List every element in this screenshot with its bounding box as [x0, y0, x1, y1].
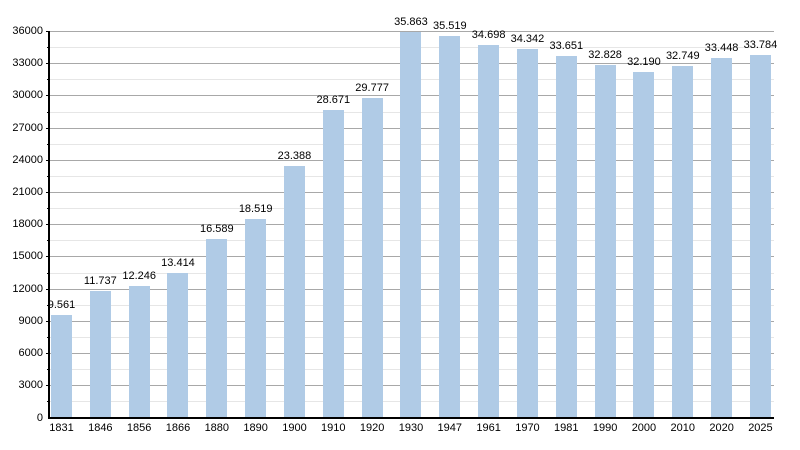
- bar-value-label: 34.342: [510, 32, 545, 45]
- y-axis-major-tick: [45, 159, 50, 161]
- bar: [245, 218, 267, 418]
- x-axis-label: 1910: [321, 422, 346, 434]
- y-axis-label: 15000: [12, 250, 43, 263]
- bar: [283, 166, 305, 418]
- y-axis-major-tick: [45, 31, 50, 32]
- y-axis-major-tick: [45, 192, 50, 194]
- y-axis-major-tick: [45, 224, 50, 226]
- x-axis-label: 1930: [398, 422, 424, 434]
- bar: [206, 239, 228, 418]
- y-axis-label: 27000: [12, 121, 43, 134]
- bar-value-label: 23.388: [277, 150, 312, 163]
- y-axis-major-tick: [45, 385, 50, 387]
- y-axis-major-tick: [45, 63, 50, 65]
- y-axis-label: 9000: [18, 314, 43, 327]
- bar-value-label: 29.777: [355, 81, 389, 94]
- y-axis-line: [48, 31, 50, 419]
- x-axis-label: 1890: [243, 422, 268, 434]
- bar-value-label: 32.828: [588, 49, 622, 62]
- x-axis-label: 1856: [126, 422, 152, 434]
- y-axis-major-tick: [45, 288, 50, 290]
- bar: [51, 314, 72, 418]
- bar-value-label: 16.589: [199, 223, 234, 236]
- bar: [439, 36, 461, 418]
- bar-value-label: 18.519: [238, 202, 273, 215]
- y-axis-label: 6000: [18, 347, 43, 360]
- x-axis-label: 2000: [631, 422, 657, 434]
- x-axis-label: 1970: [515, 422, 540, 434]
- bar: [361, 97, 383, 418]
- bar: [516, 48, 538, 418]
- y-axis-label: 18000: [12, 218, 43, 231]
- y-axis-major-tick: [45, 127, 50, 129]
- bar-value-label: 33.651: [549, 40, 584, 53]
- bar: [400, 32, 422, 418]
- bar: [711, 58, 733, 418]
- bar-value-label: 32.190: [627, 55, 661, 68]
- bar-value-label: 9.561: [47, 298, 76, 311]
- bar-value-label: 33.448: [704, 42, 739, 55]
- bar: [322, 109, 344, 418]
- x-axis-label: 2010: [670, 422, 695, 434]
- bar-value-label: 35.863: [394, 16, 428, 29]
- y-axis-label: 12000: [12, 282, 43, 295]
- y-axis-label: 3000: [18, 379, 43, 392]
- x-axis-label: 2025: [748, 422, 773, 434]
- bar: [749, 54, 771, 418]
- x-axis-label: 1947: [437, 422, 463, 434]
- y-axis-label: 30000: [12, 89, 43, 102]
- bar-value-label: 13.414: [161, 257, 195, 270]
- bar-value-label: 34.698: [471, 28, 506, 41]
- y-axis-major-tick: [45, 353, 50, 355]
- bar-value-label: 12.246: [122, 270, 156, 283]
- bar-value-label: 35.519: [432, 20, 467, 33]
- y-axis-label: 24000: [12, 153, 43, 166]
- bar: [167, 273, 189, 418]
- bar: [555, 56, 577, 418]
- x-axis-label: 1990: [592, 422, 618, 434]
- bar: [594, 65, 616, 418]
- bar-value-label: 32.749: [665, 49, 700, 62]
- x-axis-label: 1900: [282, 422, 307, 434]
- x-axis-label: 1866: [165, 422, 191, 434]
- y-axis-label: 21000: [12, 186, 43, 199]
- x-axis-label: 1831: [49, 422, 74, 434]
- bar: [633, 71, 655, 418]
- x-axis-label: 1880: [204, 422, 230, 434]
- x-axis-line: [48, 416, 774, 419]
- x-axis-label: 1846: [88, 422, 113, 434]
- y-axis-major-tick: [45, 256, 50, 258]
- bar: [672, 65, 694, 418]
- bar-value-label: 28.671: [316, 93, 351, 106]
- x-axis-label: 1981: [554, 422, 579, 434]
- bar: [478, 44, 500, 418]
- y-axis-label: 36000: [12, 25, 43, 37]
- bar-value-label: 33.784: [743, 38, 778, 51]
- x-axis-label: 2020: [709, 422, 734, 434]
- bar: [89, 291, 111, 418]
- y-axis-major-tick: [45, 95, 50, 97]
- gridline-major: [50, 31, 774, 32]
- y-axis-major-tick: [45, 320, 50, 322]
- x-axis-label: 1920: [359, 422, 385, 434]
- bar: [128, 286, 150, 418]
- y-axis-label: 33000: [12, 57, 43, 70]
- y-axis-label: 0: [36, 411, 43, 424]
- bar-value-label: 11.737: [83, 275, 117, 288]
- x-axis-label: 1961: [476, 422, 501, 434]
